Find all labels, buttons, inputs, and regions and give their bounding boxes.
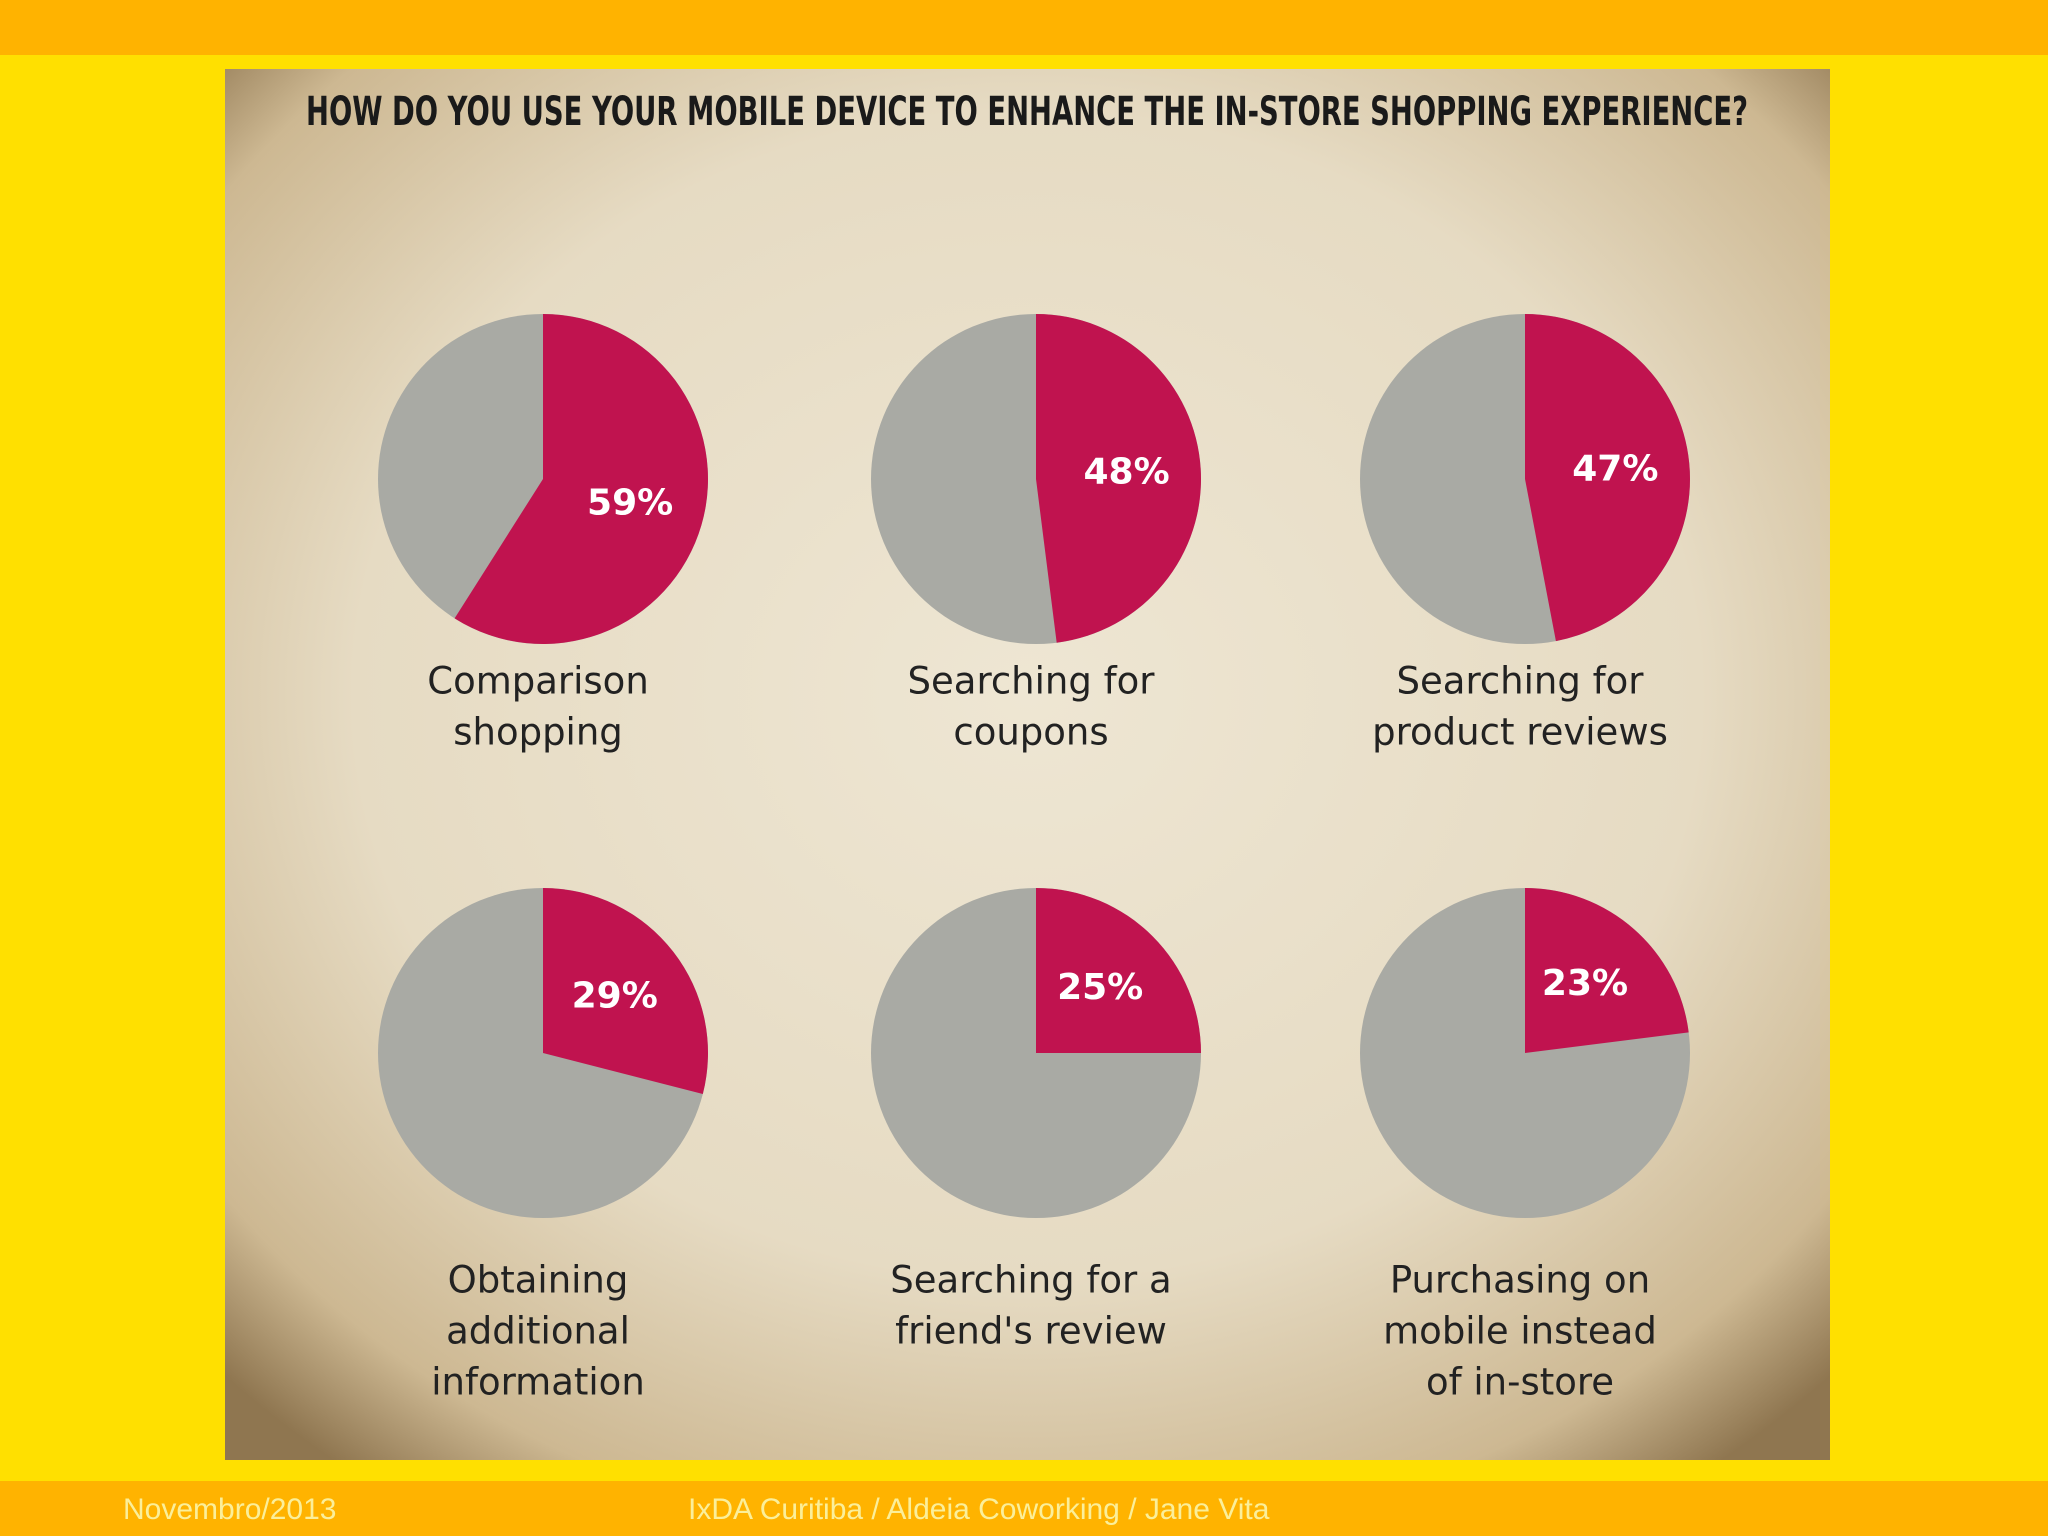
pie-label: Obtaining — [448, 1259, 629, 1302]
pie-label: shopping — [453, 711, 623, 754]
footer-credits: IxDA Curitiba / Aldeia Coworking / Jane … — [688, 1493, 1270, 1526]
pie-label: mobile instead — [1383, 1310, 1657, 1353]
pie-label: of in-store — [1426, 1361, 1614, 1404]
pie-label: Comparison — [427, 660, 649, 703]
value-label: 25% — [1057, 967, 1143, 1008]
pie-label: Searching for — [908, 660, 1156, 703]
pie-label: coupons — [953, 711, 1108, 754]
pie-label: Searching for a — [890, 1259, 1171, 1302]
value-label: 29% — [572, 975, 658, 1016]
pie-label: Purchasing on — [1390, 1259, 1650, 1302]
infographic-panel — [225, 69, 1830, 1460]
pie-slice — [1525, 314, 1690, 642]
pie-slice — [543, 888, 708, 1095]
pie-slice — [1036, 888, 1201, 1053]
pie-label: product reviews — [1372, 711, 1668, 754]
pie-label: friend's review — [895, 1310, 1167, 1353]
pie-slice — [454, 314, 708, 644]
pie-slice — [1525, 888, 1689, 1053]
bottom-bar — [0, 1481, 2048, 1536]
top-bar — [0, 0, 2048, 55]
pie-label: additional — [446, 1310, 630, 1353]
value-label: 48% — [1083, 451, 1169, 492]
value-label: 59% — [587, 482, 673, 523]
footer-date: Novembro/2013 — [123, 1493, 336, 1526]
chart-title: HOW DO YOU USE YOUR MOBILE DEVICE TO ENH… — [306, 89, 1748, 135]
pie-slice — [1036, 314, 1201, 643]
value-label: 23% — [1542, 963, 1628, 1004]
value-label: 47% — [1572, 448, 1658, 489]
pie-label: information — [431, 1361, 645, 1404]
pie-label: Searching for — [1397, 660, 1645, 703]
